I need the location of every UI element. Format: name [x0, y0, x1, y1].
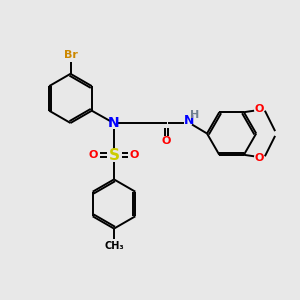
Text: N: N	[184, 114, 194, 127]
Text: H: H	[190, 110, 199, 120]
Text: O: O	[162, 136, 171, 146]
Text: O: O	[130, 150, 139, 161]
Text: CH₃: CH₃	[104, 241, 124, 251]
Text: S: S	[109, 148, 119, 163]
Text: Br: Br	[64, 50, 77, 60]
Text: O: O	[255, 104, 264, 114]
Text: O: O	[255, 153, 264, 163]
Text: N: N	[108, 116, 120, 130]
Text: O: O	[89, 150, 98, 161]
